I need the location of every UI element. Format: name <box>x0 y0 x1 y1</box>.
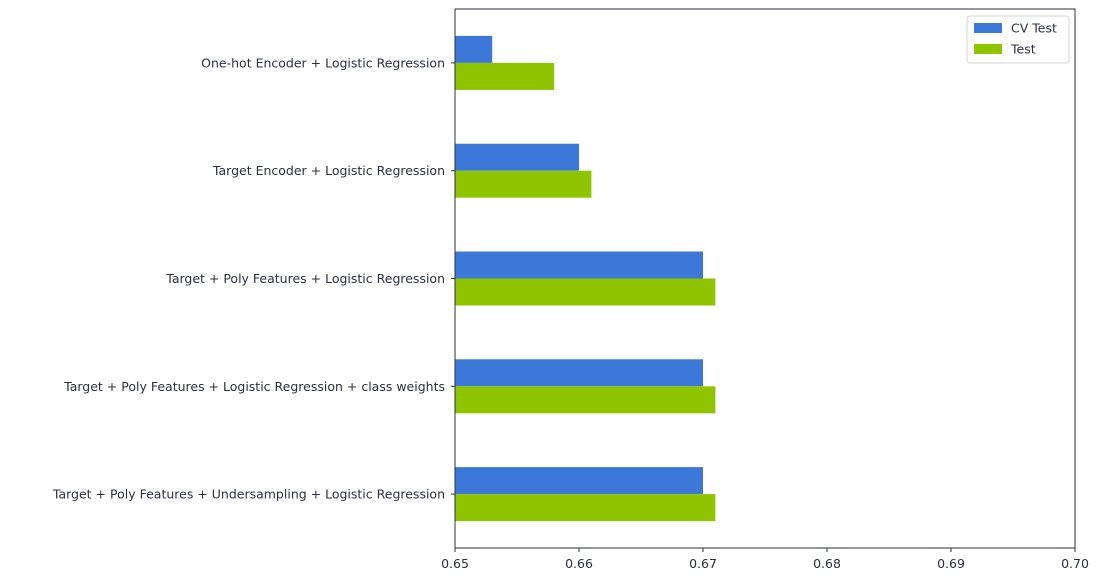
category-label: Target + Poly Features + Undersampling +… <box>52 487 445 502</box>
axes-frame <box>454 8 1076 549</box>
bar-cv-test-3 <box>455 359 703 387</box>
bar-test-2 <box>455 278 716 306</box>
category-label: One-hot Encoder + Logistic Regression <box>201 55 445 70</box>
category-labels: One-hot Encoder + Logistic Regression Tar… <box>52 55 455 502</box>
category-label: Target + Poly Features + Logistic Regres… <box>63 379 445 394</box>
bar-test-4 <box>455 494 716 522</box>
x-tick-label: 0.70 <box>1061 556 1089 571</box>
legend-swatch-cv-test <box>974 23 1002 33</box>
category-label: Target Encoder + Logistic Regression <box>212 163 445 178</box>
bar-cv-test-4 <box>455 467 703 495</box>
bar-cv-test-1 <box>455 143 579 171</box>
bar-cv-test-2 <box>455 251 703 279</box>
legend-swatch-test <box>974 44 1002 54</box>
category-label: Target + Poly Features + Logistic Regres… <box>165 271 445 286</box>
bar-test-1 <box>455 170 592 198</box>
bar-cv-test-0 <box>455 35 493 63</box>
legend: CV Test Test <box>966 15 1070 64</box>
legend-label-cv-test: CV Test <box>1011 21 1057 36</box>
bars-group <box>455 35 716 522</box>
x-tick-label: 0.65 <box>441 556 469 571</box>
x-tick-label: 0.66 <box>565 556 593 571</box>
bar-test-0 <box>455 62 555 90</box>
legend-label-test: Test <box>1010 42 1036 57</box>
x-tick-label: 0.68 <box>813 556 841 571</box>
bar-test-3 <box>455 386 716 414</box>
x-axis-ticks: 0.65 0.66 0.67 0.68 0.69 0.70 <box>441 548 1089 571</box>
x-tick-label: 0.67 <box>689 556 717 571</box>
x-tick-label: 0.69 <box>937 556 965 571</box>
